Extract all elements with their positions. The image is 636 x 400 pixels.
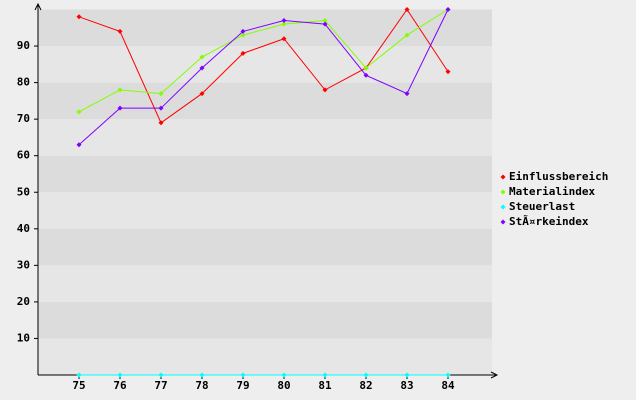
data-point	[404, 32, 410, 38]
data-point	[76, 109, 82, 115]
data-point	[281, 372, 287, 378]
grid-band	[38, 301, 492, 339]
data-point	[322, 17, 328, 23]
data-point	[404, 91, 410, 97]
data-point	[117, 105, 123, 111]
data-point	[404, 372, 410, 378]
grid-band	[38, 9, 492, 47]
data-point	[445, 372, 451, 378]
data-point	[117, 28, 123, 34]
legend-marker	[500, 204, 506, 210]
data-point	[240, 50, 246, 56]
grid-band	[38, 82, 492, 120]
data-point	[76, 142, 82, 148]
legend-label: Steuerlast	[509, 200, 575, 213]
y-tick-label: 30	[17, 258, 30, 271]
data-point	[76, 14, 82, 20]
data-point	[199, 91, 205, 97]
grid-band	[38, 119, 492, 156]
x-tick-label: 82	[359, 379, 372, 392]
y-tick-label: 20	[17, 295, 30, 308]
data-point	[158, 372, 164, 378]
data-point	[240, 372, 246, 378]
x-tick-label: 76	[113, 379, 127, 392]
grid-band	[38, 338, 492, 375]
grid-band	[38, 228, 492, 266]
x-tick-label: 79	[236, 379, 249, 392]
x-tick-label: 84	[441, 379, 455, 392]
legend-marker	[500, 174, 506, 180]
x-tick-label: 80	[277, 379, 290, 392]
x-tick-label: 78	[195, 379, 208, 392]
y-tick-label: 60	[17, 149, 30, 162]
data-point	[240, 32, 246, 38]
grid-band	[38, 46, 492, 83]
y-tick-label: 80	[17, 76, 30, 89]
data-point	[281, 36, 287, 42]
data-point	[322, 21, 328, 27]
grid-band	[38, 192, 492, 229]
legend-label: Materialindex	[509, 185, 595, 198]
grid-band	[38, 155, 492, 193]
data-point	[158, 105, 164, 111]
series-line	[78, 9, 449, 146]
data-point	[199, 372, 205, 378]
y-tick-label: 10	[17, 331, 30, 344]
data-point	[445, 69, 451, 75]
data-point	[281, 17, 287, 23]
x-tick-label: 75	[72, 379, 85, 392]
data-point	[322, 372, 328, 378]
series-line	[78, 8, 449, 124]
legend-label: Einflussbereich	[509, 170, 608, 183]
data-point	[240, 28, 246, 34]
series-line	[78, 9, 449, 113]
data-point	[158, 91, 164, 97]
y-tick-label: 90	[17, 39, 30, 52]
data-point	[281, 21, 287, 27]
x-tick-label: 81	[318, 379, 332, 392]
y-axis-arrow	[34, 2, 42, 11]
x-tick-label: 83	[400, 379, 413, 392]
data-point	[76, 372, 82, 378]
data-point	[363, 65, 369, 71]
data-point	[199, 54, 205, 60]
data-point	[322, 87, 328, 93]
data-point	[117, 372, 123, 378]
data-point	[363, 72, 369, 78]
legend-label: StÃ¤rkeindex	[509, 215, 589, 228]
x-axis-arrow	[490, 371, 499, 379]
data-point	[158, 120, 164, 126]
x-tick-label: 77	[154, 379, 167, 392]
grid-band	[38, 265, 492, 302]
legend-marker	[500, 189, 506, 195]
data-point	[363, 372, 369, 378]
data-point	[404, 7, 410, 12]
data-point	[445, 7, 451, 12]
y-tick-label: 40	[17, 222, 30, 235]
data-point	[117, 87, 123, 93]
y-tick-label: 70	[17, 112, 30, 125]
data-point	[199, 65, 205, 71]
legend-marker	[500, 219, 506, 225]
y-tick-label: 50	[17, 185, 30, 198]
